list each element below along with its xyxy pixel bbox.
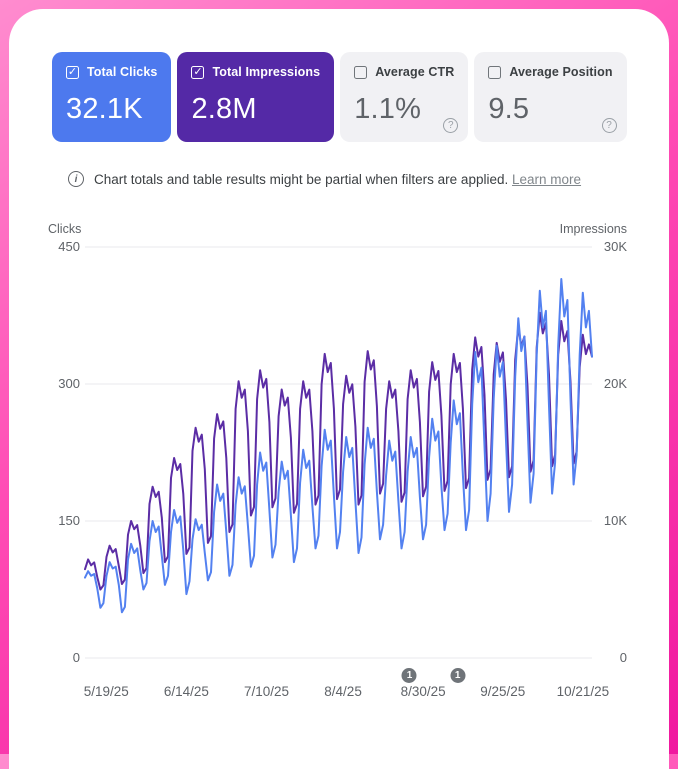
card-total-impressions[interactable]: ✓ Total Impressions 2.8M [177,52,335,142]
card-average-position[interactable]: Average Position 9.5 ? [474,52,627,142]
left-axis-title: Clicks [48,222,82,236]
card-average-ctr[interactable]: Average CTR 1.1% ? [340,52,469,142]
right-axis-tick: 0 [619,650,627,665]
checkbox-unchecked-icon[interactable] [354,65,368,79]
series-line-total-impressions [84,311,593,591]
x-axis-date-label: 7/10/25 [243,684,290,699]
card-label: Average Position [509,65,613,79]
x-axis-date-label: 9/25/25 [480,684,526,699]
checkbox-checked-icon[interactable]: ✓ [191,65,205,79]
checkbox-checked-icon[interactable]: ✓ [66,65,79,79]
annotation-badge[interactable]: 1 [450,668,466,683]
x-axis-date-label: 8/30/25 [400,684,446,699]
card-value: 9.5 [488,93,530,125]
help-icon[interactable]: ? [601,118,617,133]
right-axis-tick: 20K [603,376,627,391]
series-line-total-clicks [84,278,593,614]
left-axis-tick: 450 [58,239,80,254]
card-label: Total Impressions [212,65,321,79]
left-axis-tick: 300 [58,376,80,391]
report-panel: ✓ Total Clicks 32.1K ✓ Total Impressions… [9,9,669,769]
partial-data-notice: i Chart totals and table results might b… [68,171,581,187]
left-axis-tick: 150 [58,513,80,528]
card-label: Average CTR [375,65,455,79]
right-axis-tick: 30K [603,239,627,254]
card-total-clicks[interactable]: ✓ Total Clicks 32.1K [52,52,172,142]
info-icon: i [68,171,84,187]
x-axis-date-label: 8/4/25 [324,684,362,699]
x-axis-date-label: 5/19/25 [83,684,129,699]
card-label: Total Clicks [87,65,158,79]
right-axis-title: Impressions [559,222,627,236]
x-axis-date-label: 10/21/25 [556,684,610,699]
chart-plot-area [84,246,593,659]
help-icon[interactable]: ? [443,118,459,133]
notice-text: Chart totals and table results might be … [94,171,582,187]
metric-cards-row: ✓ Total Clicks 32.1K ✓ Total Impressions… [52,52,627,142]
x-axis-date-label: 6/14/25 [163,684,209,699]
learn-more-link[interactable]: Learn more [512,171,582,187]
right-axis-tick: 10K [603,513,627,528]
card-value: 1.1% [354,93,422,125]
card-value: 2.8M [191,93,257,125]
card-value: 32.1K [66,93,143,125]
annotation-badge[interactable]: 1 [401,668,417,683]
checkbox-unchecked-icon[interactable] [488,65,502,79]
left-axis-tick: 0 [72,650,80,665]
